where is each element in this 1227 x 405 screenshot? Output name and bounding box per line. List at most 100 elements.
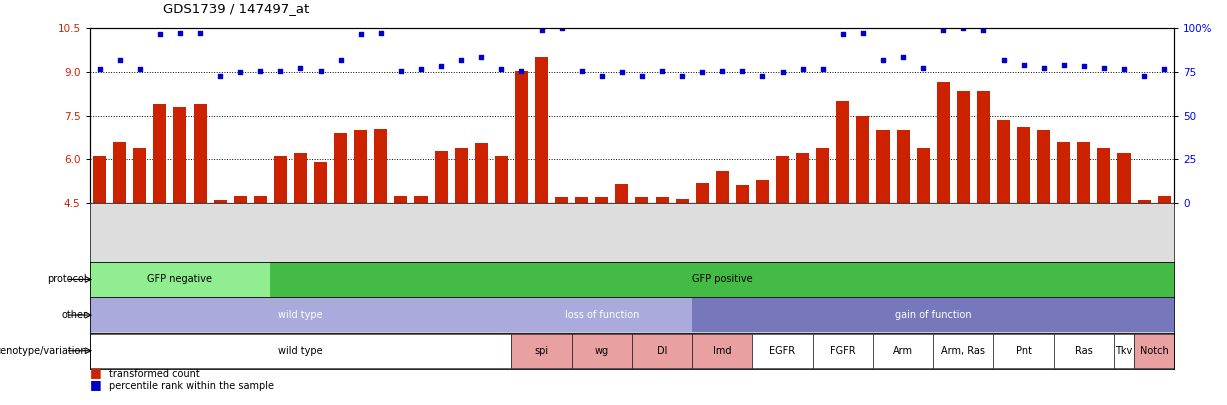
Point [632,73,652,80]
Point [814,66,833,72]
Bar [475,143,488,203]
Text: transformed count: transformed count [109,369,200,379]
Text: loss of function: loss of function [564,310,639,320]
Bar [756,180,769,203]
Bar [455,148,467,203]
Bar [274,156,287,203]
Point [853,30,872,36]
Point [371,30,390,36]
Bar [752,334,812,368]
Text: Imd: Imd [713,346,731,356]
Point [411,66,431,72]
Bar [994,334,1054,368]
Bar [775,156,789,203]
Point [1034,64,1054,71]
Bar [676,198,688,203]
Bar [134,148,146,203]
Point [994,57,1014,64]
Point [190,30,210,36]
Bar [1097,148,1110,203]
Bar [415,196,427,203]
Point [110,57,130,64]
Text: percentile rank within the sample: percentile rank within the sample [109,381,274,391]
Point [552,25,572,32]
Bar [233,196,247,203]
Point [1155,66,1174,72]
Bar [812,334,872,368]
Text: Ras: Ras [1075,346,1093,356]
Bar [90,334,512,368]
Point [692,69,712,75]
Text: wild type: wild type [279,310,323,320]
Bar [555,197,568,203]
Bar [355,130,367,203]
Text: EGFR: EGFR [769,346,795,356]
Bar [334,133,347,203]
Text: protocol: protocol [48,275,87,284]
Point [1114,66,1134,72]
Bar [796,153,809,203]
Bar [494,156,508,203]
Point [271,67,291,74]
Bar [897,130,909,203]
Bar [636,197,649,203]
Bar [692,334,752,368]
Point [431,63,450,69]
Point [591,73,611,80]
Bar [512,298,692,332]
Bar [90,298,512,332]
Bar [837,101,849,203]
Bar [93,156,107,203]
Point [973,27,993,33]
Point [1074,63,1093,69]
Bar [270,262,1174,296]
Text: Notch: Notch [1140,346,1168,356]
Bar [736,185,748,203]
Bar [615,184,628,203]
Bar [692,298,1174,332]
Bar [1077,142,1091,203]
Point [653,67,672,74]
Bar [595,197,609,203]
Text: FGFR: FGFR [829,346,855,356]
Point [752,73,772,80]
Point [471,54,491,61]
Point [793,66,812,72]
Bar [153,104,167,203]
Bar [572,334,632,368]
Point [572,67,591,74]
Point [452,57,471,64]
Bar [936,82,950,203]
Bar [1037,130,1050,203]
Text: ■: ■ [90,366,102,379]
Point [171,30,190,36]
Bar [1157,196,1171,203]
Text: GFP negative: GFP negative [147,275,212,284]
Bar [715,171,729,203]
Bar [213,200,227,203]
Point [893,54,913,61]
Point [331,57,351,64]
Point [231,69,250,75]
Text: GDS1739 / 147497_at: GDS1739 / 147497_at [163,2,309,15]
Text: genotype/variation: genotype/variation [0,346,87,356]
Text: GFP positive: GFP positive [692,275,752,284]
Point [391,67,411,74]
Bar [876,130,890,203]
Text: Pnt: Pnt [1016,346,1032,356]
Text: other: other [61,310,87,320]
Point [733,67,752,74]
Point [913,64,933,71]
Point [90,66,109,72]
Bar [872,334,934,368]
Text: wild type: wild type [279,346,323,356]
Text: Dl: Dl [656,346,667,356]
Bar [998,120,1010,203]
Point [291,64,310,71]
Text: Arm: Arm [893,346,913,356]
Bar [194,104,206,203]
Point [874,57,893,64]
Bar [1134,334,1174,368]
Bar [254,196,266,203]
Bar [512,334,572,368]
